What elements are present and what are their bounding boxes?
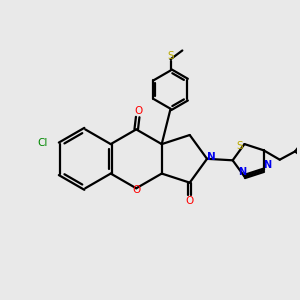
- Text: O: O: [134, 106, 142, 116]
- Text: N: N: [207, 152, 216, 162]
- Text: S: S: [168, 51, 175, 61]
- Text: N: N: [238, 167, 246, 176]
- Text: Cl: Cl: [37, 138, 47, 148]
- Text: O: O: [186, 196, 194, 206]
- Text: O: O: [132, 185, 140, 195]
- Text: S: S: [236, 140, 243, 151]
- Text: N: N: [263, 160, 271, 170]
